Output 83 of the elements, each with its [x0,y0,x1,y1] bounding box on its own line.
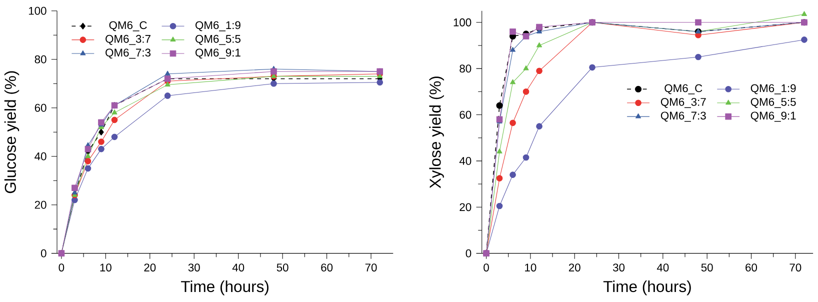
x-tick-label: 20 [144,264,156,272]
x-tick-label: 40 [656,264,669,272]
point [496,203,503,210]
legend-label: QM6_1:9 [196,21,240,32]
point [801,36,808,44]
point [510,79,516,84]
point [510,28,516,35]
point [536,68,542,74]
point [98,128,104,136]
y-axis-title: Glucose yield (%) [4,71,20,194]
point [72,184,78,192]
point [270,80,277,87]
x-tick-label: 70 [365,264,377,272]
legend-label: QM6_C [109,21,147,32]
x-tick-label: 40 [232,264,244,272]
point [523,66,529,70]
point [695,54,702,60]
point [98,146,104,152]
legend-label: QM6_9:1 [196,48,240,59]
legend-label: QM6_7:3 [106,48,151,59]
y-tick-label: 40 [34,152,46,160]
legend-label: QM6_C [664,84,702,94]
point [695,19,702,26]
point [270,68,277,75]
x-tick-label: 60 [321,264,333,272]
point [112,110,118,115]
legend-label: QM6_1:9 [750,84,796,94]
point [496,116,503,123]
x-tick-label: 0 [58,264,64,272]
legend-label: QM6_5:5 [750,98,796,108]
x-tick-label: 70 [790,264,802,272]
point [801,11,807,16]
y-tick-label: 20 [460,203,472,212]
y-axis-title: Xylose yield (%) [429,76,444,188]
point [496,148,502,154]
point [510,120,516,126]
point [536,42,542,48]
y-tick-label: 60 [34,104,46,112]
point [84,146,92,152]
point [164,70,170,76]
point [496,102,503,109]
point [496,175,503,182]
x-tick-label: 30 [188,264,200,272]
x-tick-label: 0 [484,264,489,272]
y-tick-label: 60 [460,111,472,119]
x-tick-label: 20 [568,264,580,272]
legend-label: QM6_3:7 [660,98,706,108]
x-tick-label: 10 [100,264,112,272]
point [510,47,516,52]
point [85,153,91,158]
y-tick-label: 40 [459,157,472,166]
y-tick-label: 100 [454,18,472,27]
point [111,116,118,124]
point [536,123,542,130]
y-tick-label: 20 [34,201,46,209]
legend-label: QM6_5:5 [196,35,240,46]
x-tick-label: 60 [746,264,758,272]
point [84,165,92,172]
point [111,134,118,140]
point [589,64,596,71]
legend-label: QM6_7:3 [660,112,706,122]
point [98,138,104,146]
y-tick-label: 0 [40,250,46,258]
y-tick-label: 80 [34,56,46,64]
point [164,82,170,87]
point [522,154,530,161]
point [376,79,384,86]
point [98,119,104,126]
point [164,92,171,100]
x-axis-title: Time (hours) [603,280,691,296]
x-tick-label: 50 [276,264,288,272]
point [84,158,92,165]
y-tick-label: 80 [460,64,472,73]
x-tick-label: 10 [525,264,536,272]
y-tick-label: 100 [28,7,46,15]
legend-label: QM6_9:1 [750,112,796,122]
x-axis-title: Time (hours) [181,280,268,296]
point [510,172,516,178]
legend-label: QM6_3:7 [106,35,150,46]
x-tick-label: 30 [612,264,625,272]
x-tick-label: 50 [701,264,713,272]
y-tick-label: 0 [466,250,472,258]
point [522,88,530,96]
